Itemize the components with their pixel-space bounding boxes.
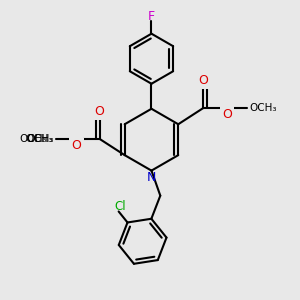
Text: O: O	[95, 105, 105, 119]
Text: O: O	[95, 105, 105, 119]
Text: O: O	[73, 139, 82, 152]
Text: OCH₃: OCH₃	[26, 134, 53, 144]
Text: O: O	[71, 139, 81, 152]
Text: OCH₃: OCH₃	[26, 134, 54, 144]
Text: OCH₃: OCH₃	[19, 134, 47, 144]
Text: O: O	[71, 139, 81, 152]
Text: N: N	[147, 171, 156, 184]
Text: O: O	[198, 74, 208, 88]
Text: O: O	[222, 108, 232, 121]
Text: O: O	[222, 108, 232, 121]
Text: OCH₃: OCH₃	[249, 103, 276, 113]
Text: F: F	[148, 10, 155, 22]
Text: O: O	[198, 74, 208, 88]
Text: Cl: Cl	[114, 200, 126, 213]
